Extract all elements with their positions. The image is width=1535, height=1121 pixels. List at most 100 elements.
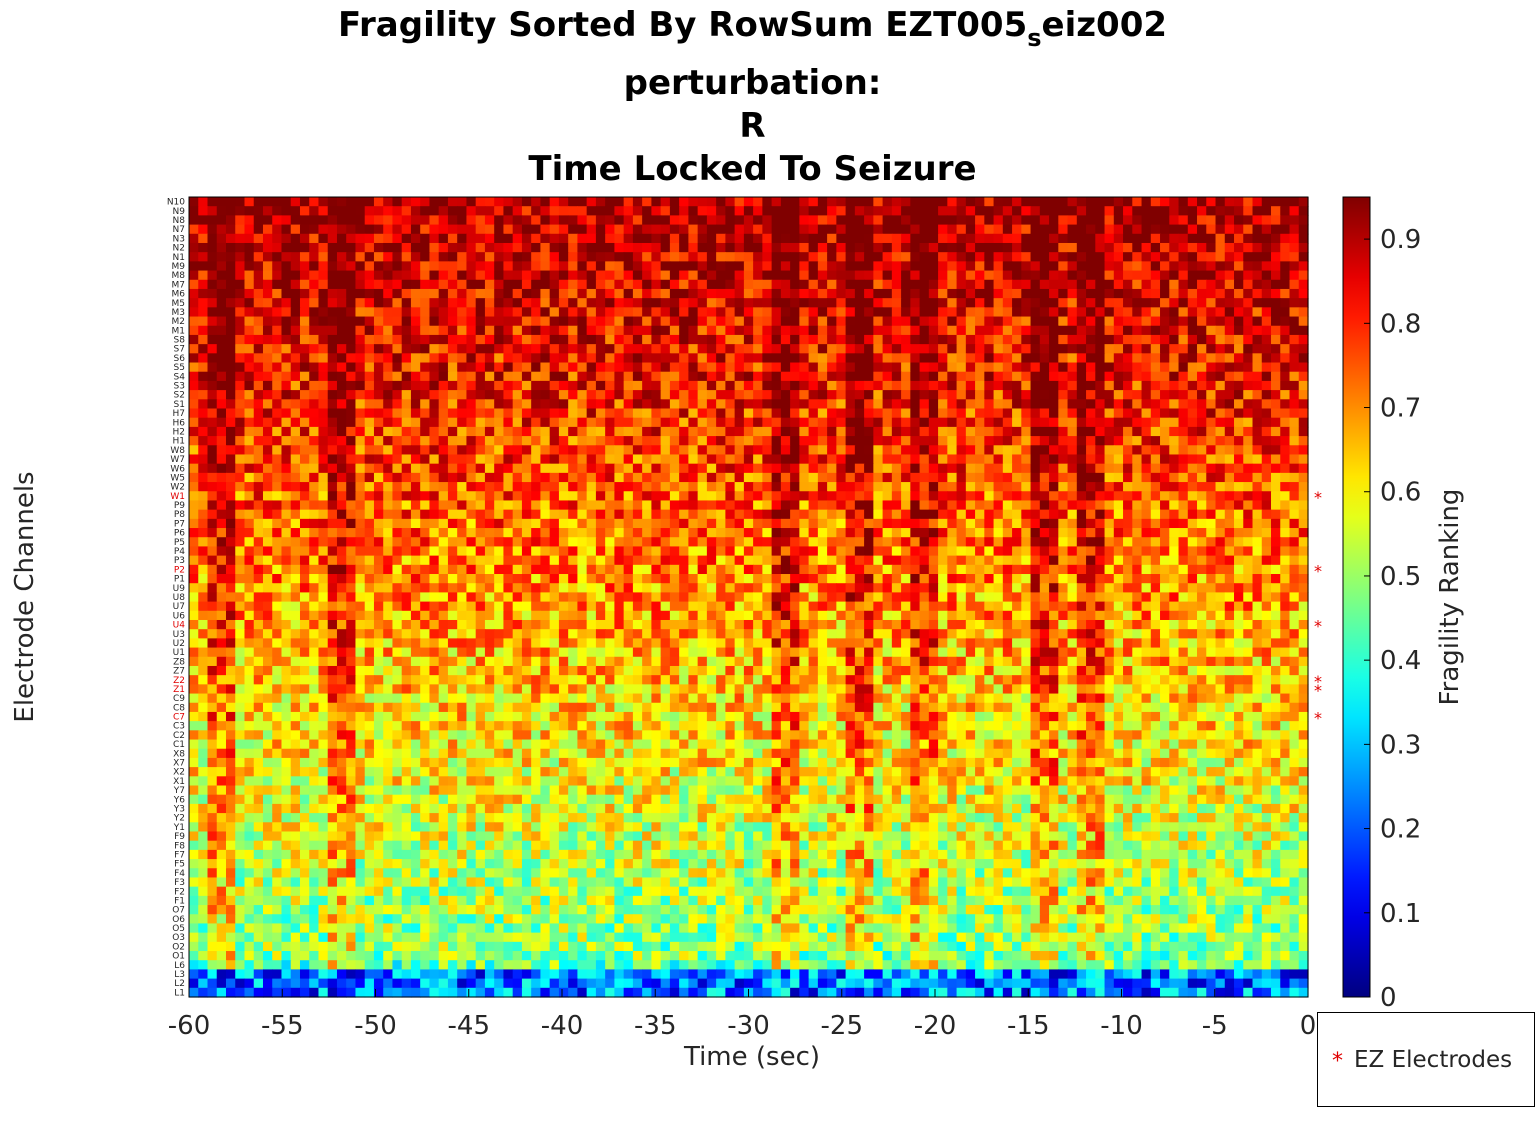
heatmap-cell [891,491,902,502]
heatmap-cell [1012,261,1022,272]
heatmap-cell [679,390,689,400]
heatmap-cell [299,307,310,318]
heatmap-cell [1039,215,1050,226]
heatmap-cell [225,215,236,226]
heatmap-cell [827,325,837,336]
heatmap-cell [854,564,865,575]
heatmap-cell [669,242,680,253]
heatmap-cell [901,206,911,216]
heatmap-cell [420,537,431,548]
heatmap-cell [568,546,579,557]
heatmap-cell [873,472,884,483]
heatmap-cell [549,233,560,244]
heatmap-cell [494,436,505,446]
heatmap-cell [873,537,884,548]
heatmap-cell [854,518,865,529]
heatmap-cell [919,298,930,308]
heatmap-cell [753,445,763,456]
heatmap-cell [235,224,246,235]
heatmap-cell [558,390,569,400]
heatmap-cell [1049,353,1059,364]
heatmap-cell [466,242,477,253]
heatmap-cell [262,518,273,529]
heatmap-cell [253,528,264,538]
heatmap-cell [1178,518,1189,529]
heatmap-cell [688,390,699,400]
heatmap-cell [577,537,588,548]
heatmap-cell [1298,206,1309,216]
heatmap-cell [595,206,606,216]
heatmap-cell [1187,500,1198,511]
heatmap-cell [447,454,458,465]
heatmap-cell [901,380,911,391]
heatmap-cell [346,472,357,483]
heatmap-cell [1141,197,1152,207]
heatmap-cell [1021,270,1032,281]
heatmap-cell [642,390,652,400]
heatmap-cell [854,371,865,382]
heatmap-cell [938,445,948,456]
heatmap-cell [873,463,884,474]
heatmap-cell [1141,307,1152,318]
heatmap-cell [1012,362,1022,373]
heatmap-cell [383,426,394,437]
heatmap-cell [1021,537,1032,548]
heatmap-cell [1076,399,1087,410]
heatmap-cell [1049,288,1059,299]
heatmap-cell [1086,197,1096,207]
heatmap-cell [189,206,199,216]
heatmap-cell [558,454,569,465]
heatmap-cell [438,242,449,253]
heatmap-cell [475,436,486,446]
heatmap-cell [1021,353,1032,364]
heatmap-cell [771,316,782,327]
heatmap-cell [346,261,357,272]
heatmap-cell [373,261,384,272]
heatmap-cell [993,399,1004,410]
heatmap-cell [910,344,921,354]
heatmap-cell [262,215,273,226]
heatmap-cell [1141,454,1152,465]
heatmap-cell [475,197,486,207]
heatmap-cell [401,537,412,548]
heatmap-cell [336,362,347,373]
heatmap-cell [799,426,810,437]
heatmap-cell [1086,399,1096,410]
heatmap-cell [309,298,320,308]
heatmap-cell [1076,325,1087,336]
heatmap-cell [383,555,394,566]
heatmap-cell [845,537,856,548]
heatmap-cell [457,325,468,336]
heatmap-cell [290,224,301,235]
heatmap-cell [216,215,227,226]
heatmap-cell [447,463,458,474]
heatmap-cell [1058,316,1069,327]
heatmap-cell [586,334,597,345]
heatmap-cell [568,215,579,226]
heatmap-cell [1058,500,1069,511]
heatmap-cell [799,242,810,253]
heatmap-cell [531,371,542,382]
heatmap-cell [1224,380,1235,391]
heatmap-cell [845,334,856,345]
heatmap-cell [1076,528,1087,538]
heatmap-cell [1150,518,1161,529]
heatmap-cell [392,463,403,474]
heatmap-cell [679,445,689,456]
heatmap-cell [1086,334,1096,345]
heatmap-cell [457,288,468,299]
heatmap-cell [475,261,486,272]
heatmap-cell [1021,555,1032,566]
heatmap-cell [253,408,264,419]
heatmap-cell [1197,215,1207,226]
heatmap-cell [290,537,301,548]
heatmap-cell [207,242,218,253]
heatmap-cell [568,380,579,391]
heatmap-cell [484,445,495,456]
heatmap-cell [189,197,199,207]
heatmap-cell [1280,206,1291,216]
heatmap-cell [290,528,301,538]
heatmap-cell [336,206,347,216]
heatmap-cell [901,408,911,419]
heatmap-cell [928,224,939,235]
